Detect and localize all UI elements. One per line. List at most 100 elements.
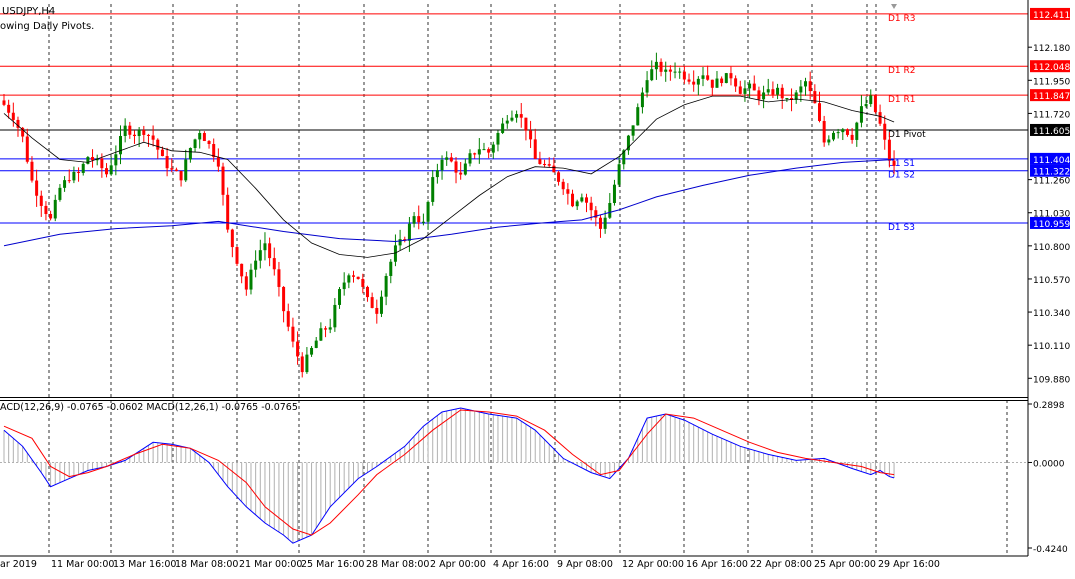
pivot-label: D1 R1 [888, 95, 916, 105]
candle-body [682, 71, 686, 80]
candle-body [105, 168, 109, 175]
pivot-label: D1 R2 [888, 66, 916, 76]
candle-body [426, 201, 430, 222]
symbol-title: USDJPY,H4 [2, 6, 55, 17]
candle-body [156, 139, 160, 150]
time-label: 22 Apr 08:00 [750, 559, 812, 570]
price-box [1030, 164, 1070, 177]
candle-body [16, 119, 20, 128]
candle-body [766, 89, 770, 93]
candle-body [785, 98, 789, 100]
candle-body [780, 87, 784, 99]
macd-line [3, 407, 895, 544]
pivot-label: D1 S3 [888, 223, 915, 233]
price-box [1030, 152, 1070, 165]
candle-body [790, 98, 794, 100]
candle-body [7, 104, 11, 113]
candle-body [333, 304, 337, 328]
candle-body [706, 75, 710, 80]
ma-short-line [3, 95, 895, 258]
candle-body [692, 81, 696, 85]
candle-body [552, 165, 556, 173]
macd-lines [3, 407, 895, 544]
candle-body [72, 171, 76, 181]
candle-body [449, 157, 453, 162]
price-box-label: 111.605 [1033, 127, 1070, 137]
pivot-label: D1 R3 [888, 14, 916, 24]
price-box-label: 111.404 [1033, 156, 1070, 166]
candle-body [435, 170, 439, 178]
macd-histogram [0, 407, 1028, 544]
price-tick-label: 111.950 [1033, 77, 1070, 87]
candle-body [421, 221, 425, 223]
candle-body [272, 258, 276, 270]
price-tick-label: 111.720 [1033, 110, 1070, 120]
candle-body [668, 69, 672, 72]
candle-body [165, 156, 169, 169]
candle-body [379, 296, 383, 314]
candle-body [202, 133, 206, 142]
candle-body [529, 130, 533, 140]
candle-body [142, 130, 146, 135]
candle-body [468, 153, 472, 164]
candle-body [91, 157, 95, 161]
time-label: 11 Mar 00:00 [51, 559, 114, 570]
candle-body [496, 132, 500, 145]
price-box-label: 112.411 [1033, 11, 1070, 21]
time-label: 25 Mar 16:00 [301, 559, 364, 570]
candle-body [608, 203, 612, 218]
candle-body [831, 132, 835, 140]
candle-body [720, 78, 724, 84]
price-box-label: 112.048 [1033, 63, 1070, 73]
time-label: 29 Apr 16:00 [878, 559, 940, 570]
candle-body [491, 144, 495, 153]
candle-body [612, 184, 616, 204]
candle-body [342, 282, 346, 290]
candle-body [86, 157, 90, 164]
candle-body [571, 193, 575, 207]
time-label: 4 Apr 16:00 [493, 559, 549, 570]
candle-body [515, 114, 519, 118]
candle-body [557, 172, 561, 182]
candle-body [631, 125, 635, 136]
candle-body [25, 136, 29, 162]
candle-body [384, 275, 388, 297]
candle-body [193, 139, 197, 149]
candle-body [174, 169, 178, 172]
candle-body [841, 129, 845, 133]
grid-lines [48, 4, 1008, 556]
time-label: 12 Apr 00:00 [622, 559, 684, 570]
candle-body [650, 69, 654, 81]
candle-body [207, 141, 211, 145]
candle-body [626, 135, 630, 151]
candle-body [752, 83, 756, 91]
candle-body [11, 112, 15, 120]
candle-body [119, 135, 122, 155]
candle-body [370, 297, 374, 308]
candle-body [235, 247, 239, 264]
candle-body [49, 213, 53, 219]
candle-body [393, 245, 397, 262]
candle-body [776, 87, 780, 95]
candle-body [347, 275, 351, 283]
candle-body [2, 100, 6, 105]
candle-body [296, 341, 300, 357]
candle-body [519, 114, 523, 118]
candle-body [365, 286, 369, 298]
candle-body [286, 311, 290, 327]
candle-body [137, 130, 141, 137]
candle-body [361, 278, 365, 287]
candle-body [487, 149, 491, 153]
candle-body [398, 239, 402, 246]
candle-body [580, 197, 584, 202]
candle-body [473, 153, 477, 155]
price-tick-label: 111.260 [1033, 177, 1070, 187]
candle-body [864, 104, 868, 107]
candle-body [794, 92, 798, 100]
chart-frame [0, 0, 1029, 557]
candle-body [533, 139, 537, 159]
candle-body [310, 347, 314, 355]
candle-body [771, 89, 775, 95]
